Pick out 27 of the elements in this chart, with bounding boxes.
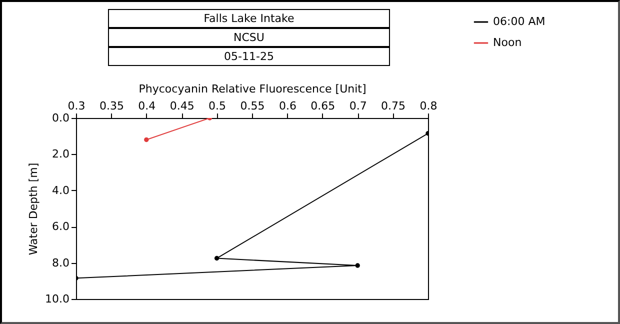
x-tick-label: 0.5 [208, 100, 226, 112]
x-tick-label: 0.8 [420, 100, 438, 112]
y-tick-label: 6.0 [52, 220, 70, 234]
x-tick-label: 0.65 [310, 100, 336, 112]
x-tick-label: 0.35 [99, 100, 124, 112]
x-tick-label: 0.3 [68, 100, 86, 112]
point [355, 263, 360, 268]
x-tick-label: 0.4 [138, 100, 156, 112]
y-axis-title: Water Depth [m] [27, 162, 40, 256]
y-tick-label: 10.0 [45, 292, 70, 306]
x-tick-label: 0.7 [349, 100, 367, 112]
x-tick-label: 0.45 [170, 100, 194, 112]
line-series [76, 131, 428, 281]
y-tick-label: 0.0 [52, 112, 70, 124]
point [144, 137, 149, 142]
y-tick-label: 2.0 [52, 148, 70, 161]
x-tick-label: 0.75 [381, 100, 406, 112]
text: 05-11-25 [108, 47, 390, 66]
y-tick-label: 8.0 [52, 256, 70, 270]
x-tick-label: 0.55 [240, 100, 265, 112]
chart-subtitle: NCSU [108, 28, 390, 47]
legend-label: 06:00 AM [493, 15, 546, 28]
x-tick-label: 0.6 [278, 100, 296, 112]
y-tick-label: 4.0 [52, 184, 70, 197]
legend-label: Noon [493, 36, 522, 49]
chart-title: Falls Lake Intake [108, 9, 390, 28]
x-axis-title: Phycocyanin Relative Fluorescence [Unit] [138, 82, 366, 96]
